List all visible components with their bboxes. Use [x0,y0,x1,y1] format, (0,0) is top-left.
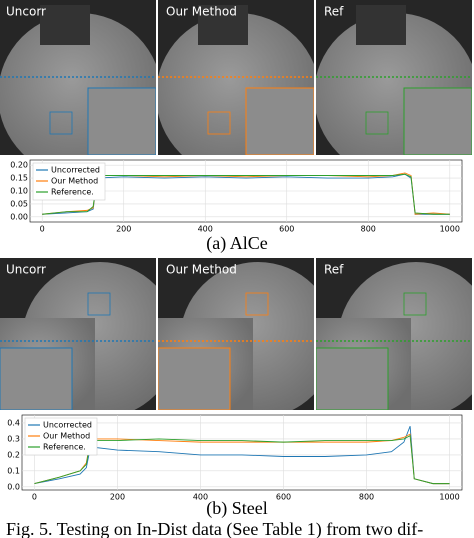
x-tick-label: 200 [116,225,131,234]
series-line [34,435,450,485]
image-label: Ref [324,5,344,19]
y-tick-label: 0.20 [10,161,28,170]
roi [403,292,427,316]
sample-dark [356,5,406,45]
x-tick-label: 0 [40,225,45,234]
y-tick-label: 0.15 [10,174,28,183]
image-label: Ref [324,263,344,277]
legend-label: Reference. [43,443,86,452]
roi [207,111,231,135]
image [158,5,314,155]
y-tick-label: 0.10 [10,187,28,196]
x-tick-label: 0 [32,493,37,502]
sample-dark [40,5,90,45]
image-label: Uncorr [6,263,46,277]
legend-label: Reference. [51,188,94,197]
x-tick-label: 600 [279,225,294,234]
panel-caption: (b) Steel [206,498,267,519]
y-tick-label: 0.1 [7,466,20,475]
roi [87,292,111,316]
legend-label: Our Method [51,177,98,186]
image-label: Uncorr [6,5,46,19]
x-tick-label: 1000 [440,225,460,234]
legend-label: Our Method [43,432,90,441]
inset [316,347,389,410]
image [316,262,472,410]
legend-label: Uncorrected [43,421,92,430]
inset [158,347,231,410]
image-label: Our Method [166,5,237,19]
inset [245,87,314,155]
inset [0,347,73,410]
legend-label: Uncorrected [51,166,100,175]
roi [245,292,269,316]
inset [403,87,472,155]
figure-caption: Fig. 5. Testing on In-Dist data (See Tab… [6,519,423,538]
image [0,5,156,155]
sample-dark [198,5,248,45]
roi [365,111,389,135]
x-tick-label: 400 [198,225,213,234]
x-tick-label: 200 [110,493,125,502]
series-line [42,173,450,215]
x-tick-label: 800 [361,225,376,234]
series-line [34,426,450,485]
image-label: Our Method [166,263,237,277]
y-tick-label: 0.3 [7,434,20,443]
image [158,262,314,410]
y-tick-label: 0.05 [10,199,28,208]
x-tick-label: 400 [193,493,208,502]
panel-caption: (a) AlCe [206,233,267,254]
y-tick-label: 0.0 [7,482,20,491]
y-tick-label: 0.2 [7,450,20,459]
y-tick-label: 0.4 [7,418,20,427]
image [0,262,156,410]
image [316,5,472,155]
roi [49,111,73,135]
x-tick-label: 800 [359,493,374,502]
y-tick-label: 0.00 [10,212,28,221]
inset [87,87,156,155]
x-tick-label: 1000 [439,493,459,502]
x-tick-label: 600 [276,493,291,502]
